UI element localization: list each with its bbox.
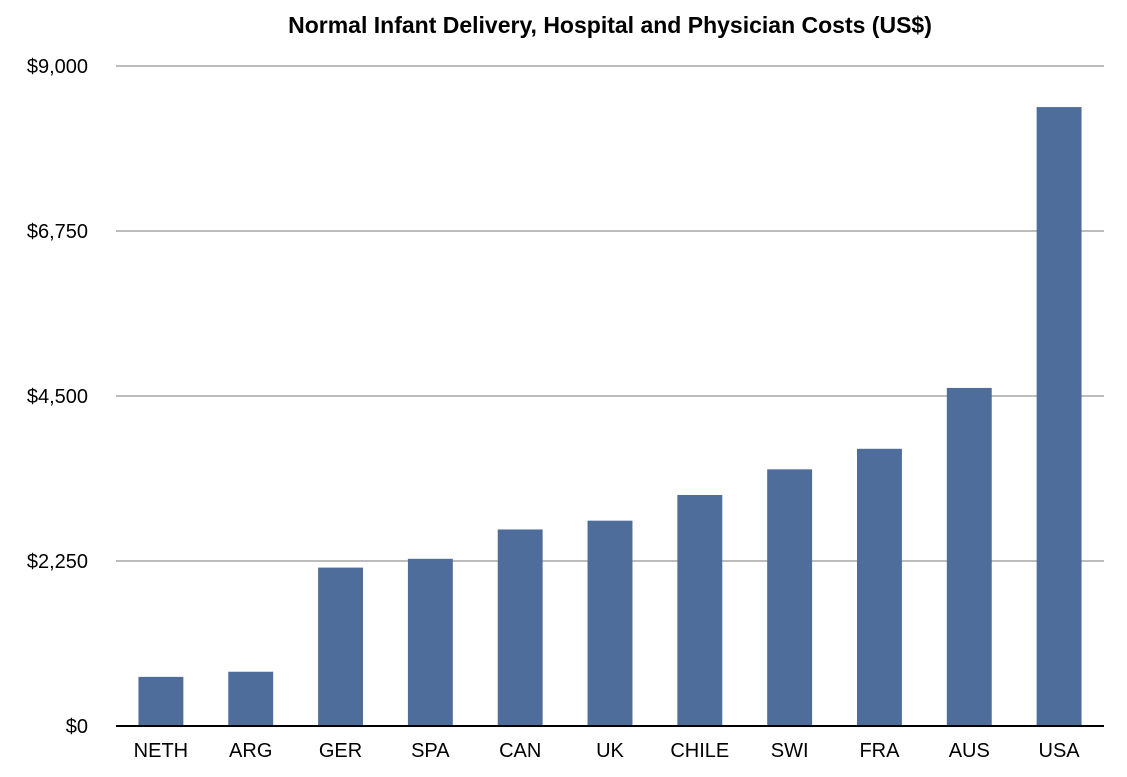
- x-tick-label: SWI: [771, 740, 809, 762]
- x-tick-label: GER: [319, 740, 362, 762]
- y-tick-label: $2,250: [27, 551, 88, 573]
- y-tick-label: $6,750: [27, 221, 88, 243]
- x-tick-label: SPA: [411, 740, 450, 762]
- bar-can: [497, 529, 543, 726]
- x-tick-label: NETH: [134, 740, 188, 762]
- bar-spa: [407, 558, 453, 726]
- gridlines: [116, 65, 1104, 562]
- bar-neth: [138, 676, 184, 726]
- bar-swi: [767, 469, 813, 726]
- bar-chile: [677, 495, 723, 726]
- x-tick-label: AUS: [949, 740, 990, 762]
- bar-aus: [946, 387, 992, 726]
- x-tick-label: USA: [1039, 740, 1081, 762]
- x-tick-label: ARG: [229, 740, 272, 762]
- x-tick-label: CAN: [499, 740, 541, 762]
- bar-arg: [228, 671, 274, 726]
- y-tick-label: $4,500: [27, 386, 88, 408]
- bar-ger: [318, 567, 363, 726]
- x-tick-label: UK: [596, 740, 624, 762]
- x-tick-label: FRA: [859, 740, 900, 762]
- bar-fra: [857, 448, 902, 726]
- x-tick-label: CHILE: [670, 740, 729, 762]
- bars: [138, 107, 1082, 727]
- bar-usa: [1036, 107, 1082, 727]
- tick-labels: $0 $2,250 $4,500 $6,750 $9,000 NETH ARG GER SPA C…: [27, 56, 1080, 762]
- bar-uk: [587, 520, 633, 726]
- chart-title: Normal Infant Delivery, Hospital and Phy…: [288, 12, 932, 38]
- y-tick-label: $9,000: [27, 56, 88, 78]
- y-tick-label: $0: [66, 716, 88, 738]
